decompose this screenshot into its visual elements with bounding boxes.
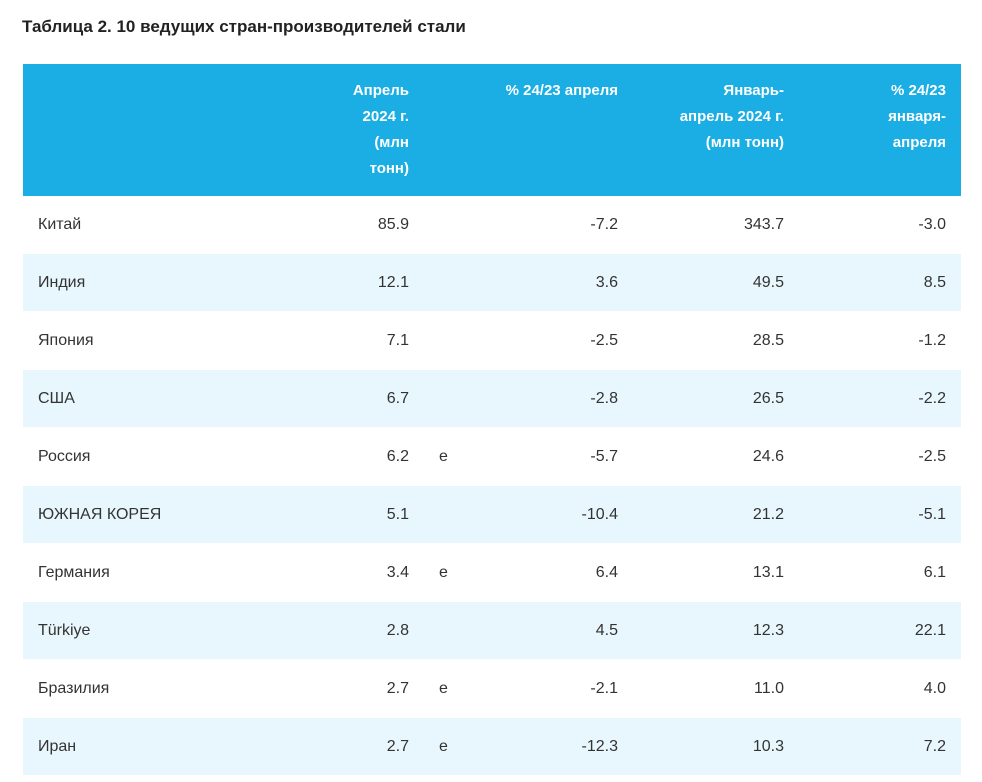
cell-pct-april: 3.6 [439,253,633,312]
cell-jan-apr-2024: 49.5 [633,253,799,312]
header-pct-jan-apr: % 24/23 января-апреля [799,64,961,196]
cell-april-2024: 5.1 [226,485,409,544]
header-pct-jan-apr-text: % 24/23 января-апреля [888,82,946,151]
cell-april-2024: 12.1 [226,253,409,312]
cell-jan-apr-2024: 24.6 [633,427,799,486]
cell-april-2024: 6.7 [226,369,409,428]
cell-pct-jan-apr: -5.1 [799,485,961,544]
header-flag-spacer [409,64,439,196]
table-row: Япония 7.1 -2.5 28.5 -1.2 [23,311,961,370]
header-country [23,64,226,196]
cell-jan-apr-2024: 26.5 [633,369,799,428]
table-row: ЮЖНАЯ КОРЕЯ 5.1 -10.4 21.2 -5.1 [23,485,961,544]
cell-pct-april: -2.5 [439,311,633,370]
cell-april-2024: 85.9 [226,196,409,254]
cell-estimate-flag [409,601,439,660]
cell-country: Иран [23,717,226,776]
table-row: Türkiye 2.8 4.5 12.3 22.1 [23,601,961,660]
header-april-text: Апрель 2024 г. (млн тонн) [352,82,409,177]
cell-country: Китай [23,196,226,254]
cell-pct-jan-apr: 4.0 [799,659,961,718]
table-row: Китай 85.9 -7.2 343.7 -3.0 [23,196,961,254]
cell-estimate-flag [409,253,439,312]
cell-april-2024: 2.8 [226,601,409,660]
cell-estimate-flag [409,196,439,254]
cell-estimate-flag: e [409,543,448,602]
cell-jan-apr-2024: 28.5 [633,311,799,370]
table-row: Бразилия 2.7 e -2.1 11.0 4.0 [23,659,961,718]
header-pct-april-text: % 24/23 апреля [505,82,618,99]
cell-pct-april: -7.2 [439,196,633,254]
cell-pct-jan-apr: 7.2 [799,717,961,776]
header-april-2024: Апрель 2024 г. (млн тонн) [226,64,409,196]
cell-april-2024: 7.1 [226,311,409,370]
cell-jan-apr-2024: 11.0 [633,659,799,718]
table-header-row: Апрель 2024 г. (млн тонн) % 24/23 апреля Ян… [23,64,961,196]
cell-pct-april: 4.5 [439,601,633,660]
cell-estimate-flag: e [409,717,448,776]
cell-pct-april: -10.4 [439,485,633,544]
header-jan-apr-text: Январь-апрель 2024 г. (млн тонн) [679,82,784,151]
cell-pct-jan-apr: -1.2 [799,311,961,370]
cell-pct-april: -2.1 [439,659,633,718]
cell-april-2024: 2.7 [226,659,409,718]
cell-country: США [23,369,226,428]
cell-jan-apr-2024: 10.3 [633,717,799,776]
cell-april-2024: 2.7 [226,717,409,776]
cell-april-2024: 3.4 [226,543,409,602]
table-row: США 6.7 -2.8 26.5 -2.2 [23,369,961,428]
table-title: Таблица 2. 10 ведущих стран-производител… [22,17,466,36]
cell-estimate-flag [409,369,439,428]
cell-april-2024: 6.2 [226,427,409,486]
cell-country: Индия [23,253,226,312]
cell-pct-jan-apr: 6.1 [799,543,961,602]
cell-pct-jan-apr: -2.5 [799,427,961,486]
cell-country: Бразилия [23,659,226,718]
table-row: Иран 2.7 e -12.3 10.3 7.2 [23,717,961,776]
cell-country: ЮЖНАЯ КОРЕЯ [23,485,226,544]
table-row: Индия 12.1 3.6 49.5 8.5 [23,253,961,312]
cell-estimate-flag: e [409,427,448,486]
table-row: Германия 3.4 e 6.4 13.1 6.1 [23,543,961,602]
cell-country: Россия [23,427,226,486]
cell-pct-jan-apr: -2.2 [799,369,961,428]
cell-pct-jan-apr: -3.0 [799,196,961,254]
table-row: Россия 6.2 e -5.7 24.6 -2.5 [23,427,961,486]
steel-producers-table: Апрель 2024 г. (млн тонн) % 24/23 апреля Ян… [23,64,961,776]
cell-pct-april: -12.3 [439,717,633,776]
cell-pct-april: -5.7 [439,427,633,486]
cell-pct-jan-apr: 8.5 [799,253,961,312]
cell-estimate-flag [409,485,439,544]
header-jan-apr-2024: Январь-апрель 2024 г. (млн тонн) [633,64,799,196]
cell-country: Япония [23,311,226,370]
cell-jan-apr-2024: 12.3 [633,601,799,660]
cell-country: Германия [23,543,226,602]
cell-jan-apr-2024: 21.2 [633,485,799,544]
cell-pct-jan-apr: 22.1 [799,601,961,660]
cell-pct-april: -2.8 [439,369,633,428]
cell-estimate-flag [409,311,439,370]
cell-country: Türkiye [23,601,226,660]
cell-jan-apr-2024: 13.1 [633,543,799,602]
header-pct-april: % 24/23 апреля [439,64,633,196]
cell-jan-apr-2024: 343.7 [633,196,799,254]
cell-estimate-flag: e [409,659,448,718]
cell-pct-april: 6.4 [439,543,633,602]
